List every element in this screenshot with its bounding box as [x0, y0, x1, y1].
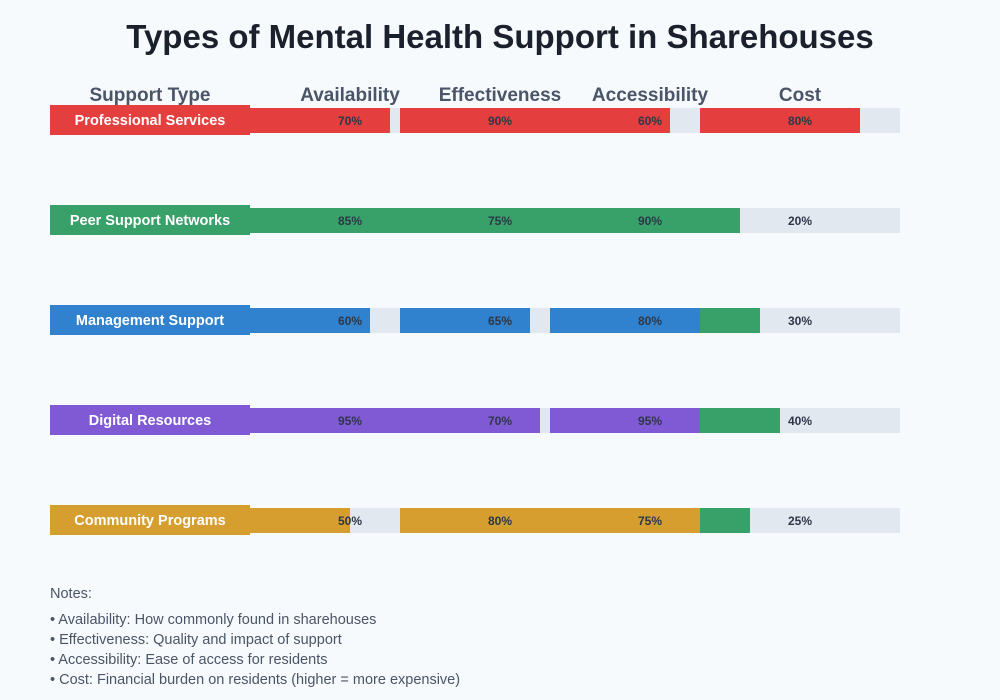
bar-cost: [700, 308, 760, 333]
note-item: • Cost: Financial burden on residents (h…: [50, 672, 461, 688]
column-header: Accessibility: [592, 85, 709, 106]
row-label-box: [50, 405, 250, 435]
data-label: 80%: [488, 514, 512, 528]
row-label: Peer Support Networks: [70, 213, 230, 229]
data-label: 80%: [638, 314, 662, 328]
bar-effectiveness: [400, 208, 550, 233]
data-label: 70%: [338, 114, 362, 128]
bar-availability: [250, 508, 350, 533]
data-label: 80%: [788, 114, 812, 128]
row-label: Professional Services: [75, 113, 226, 129]
data-label: 75%: [638, 514, 662, 528]
data-label: 95%: [338, 414, 362, 428]
row-label-box: [50, 205, 250, 235]
row-header: Support Type: [89, 85, 210, 106]
bar-availability: [250, 308, 370, 333]
data-label: 90%: [488, 114, 512, 128]
bar-availability: [250, 108, 390, 133]
data-label: 25%: [788, 514, 812, 528]
bar-effectiveness: [400, 508, 560, 533]
bar-effectiveness: [400, 408, 540, 433]
row-label-box: [50, 505, 250, 535]
data-label: 60%: [338, 314, 362, 328]
notes-title: Notes:: [50, 586, 92, 602]
notes: Notes: • Availability: How commonly foun…: [50, 586, 460, 690]
data-label: 40%: [788, 414, 812, 428]
note-item: • Availability: How commonly found in sh…: [50, 612, 377, 628]
data-label: 70%: [488, 414, 512, 428]
row-label: Management Support: [76, 313, 224, 329]
data-label: 90%: [638, 214, 662, 228]
column-header: Availability: [300, 85, 400, 106]
column-header: Cost: [779, 85, 822, 106]
bar-availability: [250, 208, 420, 233]
row-label: Community Programs: [74, 513, 225, 529]
bar-cost: [700, 408, 780, 433]
data-label: 60%: [638, 114, 662, 128]
data-label: 95%: [638, 414, 662, 428]
row-label: Digital Resources: [89, 413, 212, 429]
bar-accessibility: [550, 308, 710, 333]
bar-accessibility: [550, 508, 700, 533]
data-label: 85%: [338, 214, 362, 228]
data-label: 75%: [488, 214, 512, 228]
data-label: 50%: [338, 514, 362, 528]
row-label-box: [50, 305, 250, 335]
note-item: • Effectiveness: Quality and impact of s…: [50, 632, 342, 648]
note-item: • Accessibility: Ease of access for resi…: [50, 652, 328, 668]
row-label-box: [50, 105, 250, 135]
bar-cost: [700, 108, 860, 133]
bar-accessibility: [550, 108, 670, 133]
bar-effectiveness: [400, 308, 530, 333]
data-label: 65%: [488, 314, 512, 328]
column-header: Effectiveness: [439, 85, 562, 106]
bar-cost: [700, 208, 740, 233]
bar-cost: [700, 508, 750, 533]
data-label: 20%: [788, 214, 812, 228]
chart-title: Types of Mental Health Support in Shareh…: [126, 18, 874, 55]
data-label: 30%: [788, 314, 812, 328]
